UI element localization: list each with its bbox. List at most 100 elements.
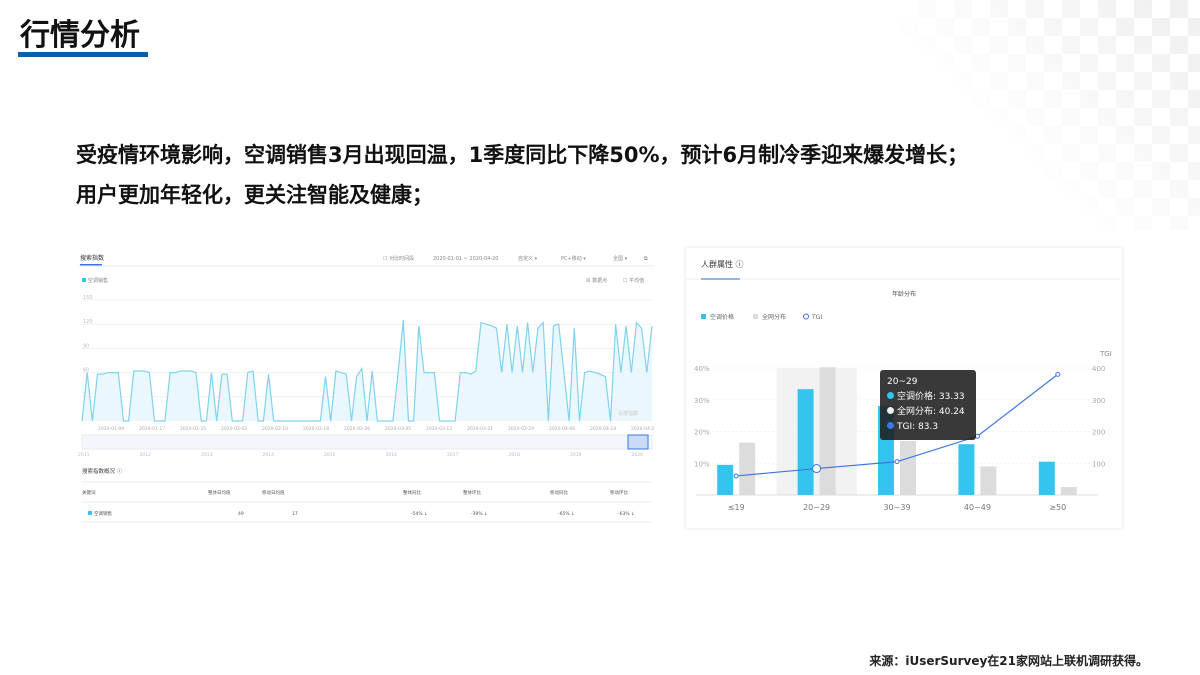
tgi-point [812, 464, 822, 474]
legend-label: 空调价格 [710, 313, 734, 321]
tgi-point [974, 433, 980, 439]
y-tick: 40% [694, 365, 710, 373]
x-tick: 2020-02-10 [262, 426, 288, 432]
page-title: 行情分析 [20, 18, 140, 53]
x-tick: 40~49 [964, 503, 991, 512]
table-cell: 空调销售 [94, 510, 112, 517]
slider-year: 2020 [632, 452, 644, 458]
summary: 受疫情环境影响，空调销售3月出现回温，1季度同比下降50%，预计6月制冷季迎来爆… [76, 135, 968, 215]
bar-series1 [717, 464, 734, 495]
tgi-point [1055, 371, 1061, 377]
chart-tooltip: 20~29 空调价格: 33.33 全网分布: 40.24 TGI: 83.3 [880, 370, 976, 440]
tgi-point [733, 473, 739, 479]
slider-year: 2018 [509, 452, 521, 458]
series-dot [887, 422, 894, 429]
slider-year: 2017 [447, 452, 459, 458]
summary-line: 用户更加年轻化，更关注智能及健康； [76, 183, 433, 207]
table-header: 整体日均值 [208, 489, 231, 496]
x-tick: 2020-01-09 [98, 426, 124, 432]
datapoint-checkbox[interactable]: ☒ 数据点 [586, 277, 607, 284]
x-tick: 2020-02-26 [344, 426, 370, 432]
y-tick: 60 [83, 368, 89, 374]
time-slider[interactable] [81, 434, 653, 450]
y2-tick: 300 [1092, 397, 1105, 405]
legend-swatch [753, 314, 758, 319]
y-tick: 90 [83, 343, 89, 349]
y2-tick: 400 [1092, 365, 1105, 373]
toolbar-control[interactable]: ⧉ [644, 256, 648, 262]
watermark: 百度指数 [618, 410, 638, 417]
slider-year: 2011 [78, 452, 90, 458]
slider-year: 2013 [201, 452, 213, 458]
y2-tick: 200 [1092, 429, 1105, 437]
y2-tick: 100 [1092, 460, 1105, 468]
legend-swatch [803, 313, 809, 320]
x-tick: 2020-04-14 [590, 426, 616, 432]
table-cell: -54% ↓ [411, 511, 428, 517]
slider-year: 2014 [263, 452, 275, 458]
bar-series2 [900, 441, 916, 495]
toolbar-control[interactable]: 全国 ▾ [613, 255, 628, 262]
toolbar-control[interactable]: PC+移动 ▾ [561, 255, 586, 262]
tab-indicator [80, 264, 102, 266]
y-tick: 150 [83, 295, 93, 301]
slider-window[interactable] [627, 434, 649, 450]
search-index-chart: 搜索指数 ☐ 对比时间段 2020-01-01 ~ 2020-04-20 自定义 ▾ P… [78, 254, 657, 523]
tgi-point [894, 459, 900, 465]
legend-label: TGI [811, 314, 822, 321]
x-tick: 2020-01-17 [139, 426, 165, 432]
tab-search-index[interactable]: 搜索指数 [80, 254, 104, 262]
table-header: 移动环比 [610, 489, 628, 496]
bar-series1 [958, 444, 975, 495]
tab-audience[interactable]: 人群属性 ⓘ [701, 259, 744, 269]
search-index-panel: 搜索指数 ☐ 对比时间段 2020-01-01 ~ 2020-04-20 自定义 ▾ P… [78, 248, 657, 528]
table-cell: 17 [292, 511, 298, 517]
average-checkbox[interactable]: ☐ 平均值 [623, 277, 644, 284]
series-dot [887, 407, 894, 414]
toolbar-control[interactable]: ☐ 对比时间段 [383, 255, 414, 262]
background-pattern [900, 0, 1200, 230]
tooltip-title: 20~29 [887, 377, 918, 387]
table-header: 整体同比 [403, 489, 421, 496]
table-cell: -65% ↓ [558, 511, 575, 517]
bar-series1 [797, 389, 814, 495]
series-area [82, 320, 652, 421]
x-tick: 2020-03-21 [467, 426, 493, 432]
table-cell: -63% ↓ [618, 511, 635, 517]
tooltip-line: 全网分布: 40.24 [897, 407, 965, 417]
legend-label: 全网分布 [762, 313, 786, 321]
bar-series1 [1038, 461, 1055, 495]
series-dot [887, 392, 894, 399]
bar-series2 [819, 367, 836, 495]
x-tick: 2020-03-13 [426, 426, 452, 432]
overview-title: 搜索指数概况 ⓘ [82, 467, 123, 475]
table-header: 关键词 [82, 489, 96, 496]
toolbar-control[interactable]: 自定义 ▾ [518, 255, 538, 262]
x-tick: 30~39 [883, 503, 910, 512]
slider-year: 2016 [386, 452, 398, 458]
x-tick: 2020-03-05 [385, 426, 411, 432]
x-tick: 2020-02-02 [221, 426, 247, 432]
legend-label: 空调销售 [88, 277, 108, 284]
bar-series2 [739, 442, 756, 495]
x-tick: 2020-04-20 [631, 426, 654, 432]
chart-title: 年龄分布 [892, 290, 916, 298]
slider-year: 2012 [140, 452, 152, 458]
toolbar-control[interactable]: 2020-01-01 ~ 2020-04-20 [433, 256, 498, 262]
keyword-swatch [88, 511, 92, 515]
y-tick: 10% [694, 460, 710, 468]
table-header: 移动同比 [550, 489, 568, 496]
series-line [81, 320, 653, 422]
x-tick: 2020-02-18 [303, 426, 329, 432]
table-header: 移动日均值 [262, 489, 285, 496]
y-tick: 120 [83, 319, 93, 325]
bar-series2 [1060, 487, 1077, 495]
summary-line: 受疫情环境影响，空调销售3月出现回温，1季度同比下降50%，预计6月制冷季迎来爆… [76, 143, 969, 167]
x-tick: 20~29 [803, 503, 830, 512]
tooltip-line: 空调价格: 33.33 [897, 392, 965, 402]
bar-series2 [980, 466, 997, 495]
source-note: 来源：iUserSurvey在21家网站上联机调研获得。 [869, 654, 1148, 668]
y-tick: 30% [694, 397, 710, 405]
x-tick: 2020-01-25 [180, 426, 206, 432]
